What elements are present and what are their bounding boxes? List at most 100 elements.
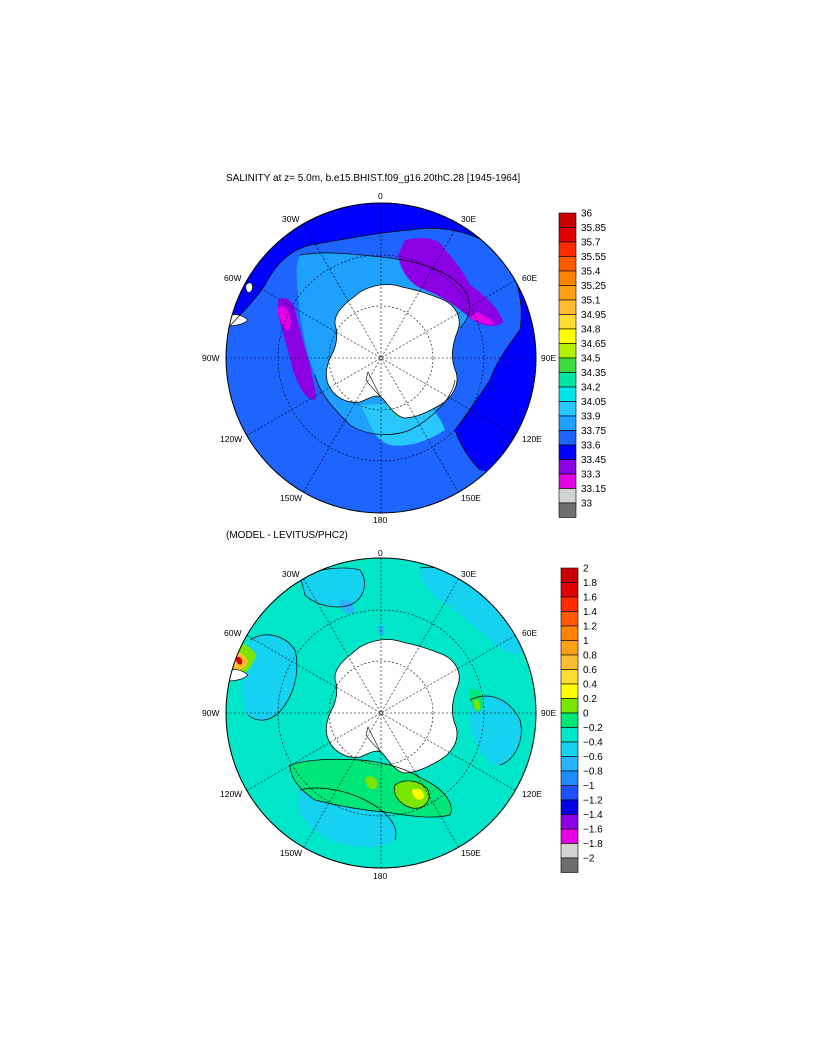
colorbar-label: −0.2 xyxy=(583,723,603,734)
colorbar-swatch xyxy=(558,459,577,475)
difference-map: 0 30E 60E 90E 120E 150E 180 150W 120W 90… xyxy=(202,548,556,881)
colorbar-label: 35.25 xyxy=(581,281,606,292)
ocean--0.6-patch xyxy=(340,599,355,614)
graticule-2 xyxy=(226,558,536,868)
colorbar-swatch xyxy=(560,712,579,728)
colorbar-swatch xyxy=(558,430,577,446)
atlantic-33.3-patch xyxy=(470,312,495,325)
colorbar-swatch xyxy=(558,372,577,388)
lon-label-90e: 90E xyxy=(541,353,556,363)
colorbar-label: 35.1 xyxy=(581,296,601,307)
colorbar-label: −1 xyxy=(583,781,595,792)
colorbar-label: 33.75 xyxy=(581,426,606,437)
lon-label-150w: 150W xyxy=(280,493,302,503)
lon-label-150e: 150E xyxy=(461,848,481,858)
lon-label-60e: 60E xyxy=(522,628,537,638)
colorbar-label: −0.6 xyxy=(583,752,603,763)
colorbar-label: 0.8 xyxy=(583,651,597,662)
colorbar-swatch xyxy=(558,241,577,257)
map1-title: SALINITY at z= 5.0m, b.e15.BHIST.f09_g16… xyxy=(226,173,521,184)
colorbar-swatch xyxy=(558,444,577,460)
lon-label-150w: 150W xyxy=(280,848,302,858)
colorbar-label: 34.95 xyxy=(581,310,606,321)
colorbar-label: 34.05 xyxy=(581,397,606,408)
colorbar-swatch xyxy=(558,285,577,301)
island-falklands xyxy=(245,282,253,293)
lon-label-30e: 30E xyxy=(461,214,476,224)
colorbar-swatch xyxy=(560,669,579,685)
colorbar-swatch xyxy=(558,415,577,431)
lon-label-120e: 120E xyxy=(522,789,542,799)
colorbar-label: 1.2 xyxy=(583,622,597,633)
lon-label-90w: 90W xyxy=(202,353,219,363)
ocean-1.8-patch-west xyxy=(236,656,243,665)
colorbar-label: 33.15 xyxy=(581,484,606,495)
colorbar-label: 34.5 xyxy=(581,354,601,365)
colorbar-label: 33 xyxy=(581,499,593,510)
colorbar-swatch xyxy=(560,814,579,830)
colorbar-swatch xyxy=(560,596,579,612)
salinity-colorbar: 36 35.85 35.7 35.55 35.4 35.25 35.1 34.95 34.8 34… xyxy=(558,209,606,518)
colorbar-swatch xyxy=(558,212,577,228)
colorbar-label: 33.9 xyxy=(581,412,601,423)
colorbar-swatch xyxy=(558,357,577,373)
lon-label-60e: 60E xyxy=(522,273,537,283)
map2-frame xyxy=(225,557,537,869)
colorbar-swatch xyxy=(560,741,579,757)
colorbar-swatch xyxy=(558,256,577,272)
colorbar-label: −1.4 xyxy=(583,810,603,821)
colorbar-swatch xyxy=(560,625,579,641)
colorbar-swatch xyxy=(558,502,577,518)
ocean-0.2-patch-ross xyxy=(394,780,430,809)
colorbar-label: 1.8 xyxy=(583,578,597,589)
colorbar-label: −0.4 xyxy=(583,738,603,749)
colorbar-label: 0.6 xyxy=(583,665,597,676)
colorbar-swatch xyxy=(558,227,577,243)
map2-title: (MODEL - LEVITUS/PHC2) xyxy=(226,530,348,541)
ocean-0.2-patch-east xyxy=(473,699,481,711)
lon-label-60w: 60W xyxy=(224,273,241,283)
colorbar-label: 1.4 xyxy=(583,607,597,618)
colorbar-label: 34.8 xyxy=(581,325,601,336)
colorbar-swatch xyxy=(560,727,579,743)
map2-lon-labels: 0 30E 60E 90E 120E 150E 180 150W 120W 90… xyxy=(202,548,556,881)
colorbar-label: 33.3 xyxy=(581,470,601,481)
colorbar-swatch xyxy=(560,698,579,714)
ocean-0.2-patch-b xyxy=(365,776,378,790)
map1-frame xyxy=(225,202,537,514)
graticule xyxy=(226,203,536,513)
difference-colorbar: 2 1.8 1.6 1.4 1.2 1 0.8 0.6 0.4 0.2 0 −0.2 −0.4 −0.6 −… xyxy=(560,564,603,873)
ocean--0.4-patch-a xyxy=(300,567,365,607)
colorbar-swatch xyxy=(558,401,577,417)
colorbar-label: 35.55 xyxy=(581,252,606,263)
lon-label-150e: 150E xyxy=(461,493,481,503)
lon-label-90e: 90E xyxy=(541,708,556,718)
colorbar-label: 2 xyxy=(583,564,589,575)
colorbar-label: −1.6 xyxy=(583,825,603,836)
colorbar-swatch xyxy=(558,314,577,330)
pacific-33.3-patch xyxy=(278,306,291,331)
colorbar-label: 1 xyxy=(583,636,589,647)
lon-label-180: 180 xyxy=(373,871,387,881)
ocean--0.4-patch-e xyxy=(470,696,522,765)
ocean--0.4-patch-b xyxy=(419,567,530,655)
colorbar-swatch xyxy=(558,328,577,344)
ocean-0.4-patch-ross xyxy=(412,788,424,800)
lon-label-90w: 90W xyxy=(202,708,219,718)
colorbar-swatch xyxy=(560,857,579,873)
colorbar-label: −2 xyxy=(583,854,595,865)
ocean-33.75-pacific xyxy=(226,330,430,513)
colorbar-label: 34.35 xyxy=(581,368,606,379)
ross-ice-shelf-coast xyxy=(365,371,381,397)
lon-label-60w: 60W xyxy=(224,628,241,638)
colorbar-label: 35.85 xyxy=(581,223,606,234)
lon-label-30w: 30W xyxy=(282,214,299,224)
map1-lon-labels: 0 30E 60E 90E 120E 150E 180 150W 120W 90… xyxy=(202,191,556,525)
colorbar-swatch xyxy=(560,654,579,670)
lon-label-120e: 120E xyxy=(522,434,542,444)
colorbar-swatch xyxy=(560,756,579,772)
colorbar-label: −0.8 xyxy=(583,767,603,778)
colorbar-label: −1.8 xyxy=(583,839,603,850)
ross-ice-shelf-coast-2 xyxy=(365,726,381,752)
colorbar-label: 34.2 xyxy=(581,383,601,394)
